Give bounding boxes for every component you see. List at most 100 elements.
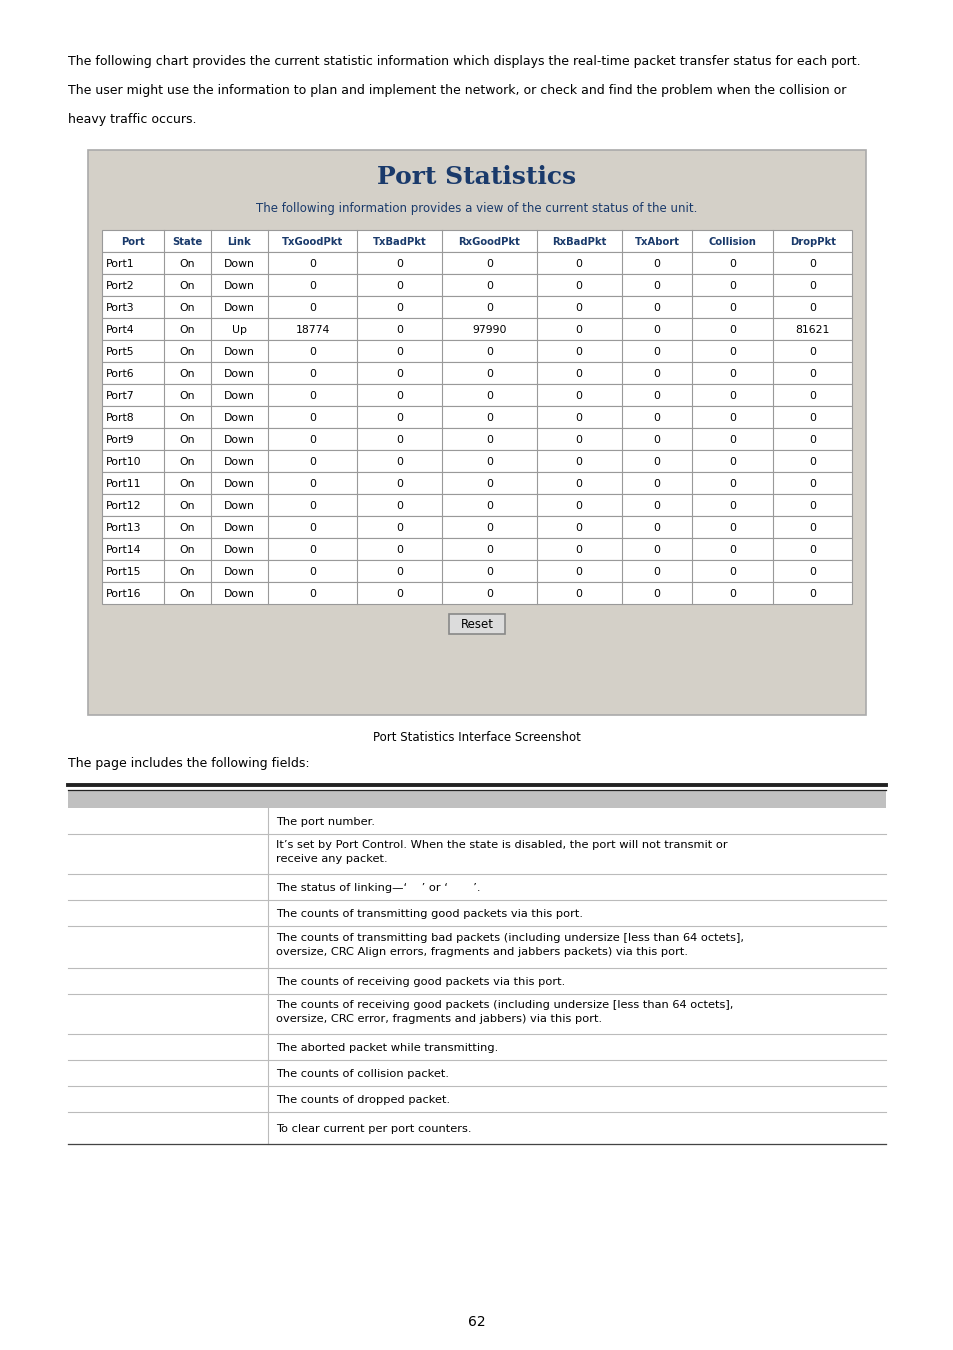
Text: Down: Down xyxy=(224,302,254,313)
Text: 0: 0 xyxy=(575,259,582,269)
Bar xyxy=(102,406,851,428)
Text: Port10: Port10 xyxy=(106,458,141,467)
Bar xyxy=(102,230,851,252)
Text: TxGoodPkt: TxGoodPkt xyxy=(282,238,343,247)
Text: 0: 0 xyxy=(729,501,736,512)
Text: 0: 0 xyxy=(309,589,315,599)
Text: Down: Down xyxy=(224,259,254,269)
Text: RxGoodPkt: RxGoodPkt xyxy=(458,238,519,247)
Text: 0: 0 xyxy=(575,347,582,356)
Text: 0: 0 xyxy=(729,545,736,555)
Text: On: On xyxy=(179,589,194,599)
Text: receive any packet.: receive any packet. xyxy=(275,855,387,864)
Bar xyxy=(68,1085,885,1112)
Text: Port11: Port11 xyxy=(106,479,141,489)
Text: 0: 0 xyxy=(395,545,403,555)
Text: 0: 0 xyxy=(653,479,659,489)
Text: The counts of receiving good packets via this port.: The counts of receiving good packets via… xyxy=(275,977,565,987)
Bar xyxy=(68,873,885,900)
Bar xyxy=(102,319,851,340)
Text: Port3: Port3 xyxy=(106,302,134,313)
Text: On: On xyxy=(179,479,194,489)
Text: 0: 0 xyxy=(653,435,659,446)
Bar xyxy=(102,450,851,472)
Text: The counts of receiving good packets (including undersize [less than 64 octets],: The counts of receiving good packets (in… xyxy=(275,1000,733,1010)
Text: On: On xyxy=(179,567,194,576)
Text: 0: 0 xyxy=(395,435,403,446)
Text: Down: Down xyxy=(224,479,254,489)
Text: 0: 0 xyxy=(808,589,816,599)
Text: On: On xyxy=(179,522,194,533)
Bar xyxy=(68,790,885,809)
Bar xyxy=(449,614,504,634)
Text: The user might use the information to plan and implement the network, or check a: The user might use the information to pl… xyxy=(68,84,845,97)
Text: 0: 0 xyxy=(729,392,736,401)
Text: The status of linking—‘    ’ or ‘       ’.: The status of linking—‘ ’ or ‘ ’. xyxy=(275,883,480,892)
Text: 0: 0 xyxy=(808,259,816,269)
Text: 0: 0 xyxy=(575,413,582,423)
Text: 0: 0 xyxy=(808,302,816,313)
Text: On: On xyxy=(179,325,194,335)
Text: Down: Down xyxy=(224,545,254,555)
Text: 0: 0 xyxy=(485,413,493,423)
Bar xyxy=(68,968,885,994)
Text: Port4: Port4 xyxy=(106,325,134,335)
Text: 0: 0 xyxy=(485,567,493,576)
Text: 0: 0 xyxy=(653,589,659,599)
Bar xyxy=(102,296,851,319)
Text: 0: 0 xyxy=(309,302,315,313)
Text: Port8: Port8 xyxy=(106,413,134,423)
Text: Down: Down xyxy=(224,392,254,401)
Text: The counts of collision packet.: The counts of collision packet. xyxy=(275,1069,449,1079)
Text: 0: 0 xyxy=(575,567,582,576)
Bar xyxy=(102,383,851,406)
Text: The counts of dropped packet.: The counts of dropped packet. xyxy=(275,1095,450,1106)
Text: 0: 0 xyxy=(395,413,403,423)
Text: 0: 0 xyxy=(485,302,493,313)
Bar xyxy=(102,362,851,383)
Text: 0: 0 xyxy=(653,545,659,555)
Text: 0: 0 xyxy=(485,458,493,467)
Text: Port12: Port12 xyxy=(106,501,141,512)
Text: 0: 0 xyxy=(309,458,315,467)
Text: 0: 0 xyxy=(729,325,736,335)
Text: TxBadPkt: TxBadPkt xyxy=(373,238,426,247)
Text: 0: 0 xyxy=(395,589,403,599)
Text: Down: Down xyxy=(224,522,254,533)
Text: DropPkt: DropPkt xyxy=(789,238,835,247)
Text: 0: 0 xyxy=(653,259,659,269)
Text: 0: 0 xyxy=(485,347,493,356)
Text: 0: 0 xyxy=(729,458,736,467)
Bar xyxy=(68,834,885,873)
Text: Down: Down xyxy=(224,567,254,576)
Text: 0: 0 xyxy=(808,545,816,555)
Bar xyxy=(102,494,851,516)
Text: The page includes the following fields:: The page includes the following fields: xyxy=(68,757,310,769)
Text: oversize, CRC Align errors, fragments and jabbers packets) via this port.: oversize, CRC Align errors, fragments an… xyxy=(275,946,687,957)
Text: The aborted packet while transmitting.: The aborted packet while transmitting. xyxy=(275,1044,497,1053)
Text: Port9: Port9 xyxy=(106,435,134,446)
Text: Collision: Collision xyxy=(708,238,756,247)
Text: Down: Down xyxy=(224,458,254,467)
Text: 18774: 18774 xyxy=(295,325,330,335)
Text: 0: 0 xyxy=(395,259,403,269)
Text: 0: 0 xyxy=(729,435,736,446)
Text: Port5: Port5 xyxy=(106,347,134,356)
Text: Down: Down xyxy=(224,501,254,512)
Text: On: On xyxy=(179,458,194,467)
Text: The following chart provides the current statistic information which displays th: The following chart provides the current… xyxy=(68,55,860,68)
Text: 0: 0 xyxy=(653,522,659,533)
Text: 0: 0 xyxy=(309,545,315,555)
Bar xyxy=(68,926,885,968)
Text: Port15: Port15 xyxy=(106,567,141,576)
Text: oversize, CRC error, fragments and jabbers) via this port.: oversize, CRC error, fragments and jabbe… xyxy=(275,1014,601,1025)
Text: 0: 0 xyxy=(729,479,736,489)
Text: 0: 0 xyxy=(309,479,315,489)
Text: 0: 0 xyxy=(309,392,315,401)
Text: 0: 0 xyxy=(729,369,736,379)
Bar xyxy=(68,900,885,926)
Text: 0: 0 xyxy=(575,302,582,313)
Text: Down: Down xyxy=(224,589,254,599)
Text: 0: 0 xyxy=(395,392,403,401)
Text: To clear current per port counters.: To clear current per port counters. xyxy=(275,1125,471,1134)
